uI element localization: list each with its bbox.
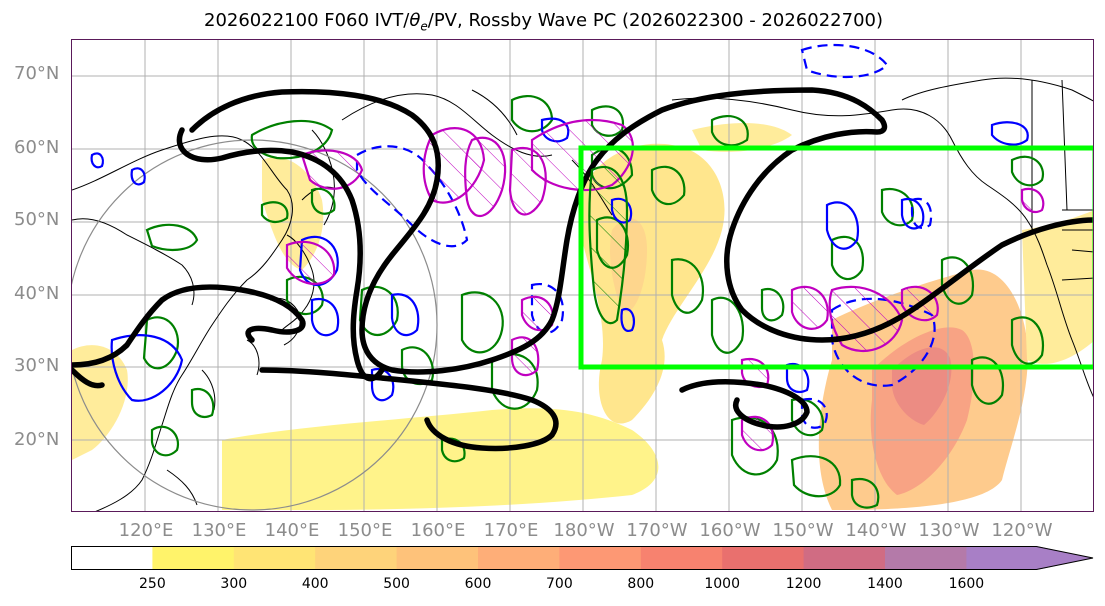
lat-label-60n: 60°N	[14, 137, 60, 158]
lon-label-130e: 130°E	[191, 520, 247, 541]
pv-contours	[72, 87, 1093, 452]
lon-label-160w: 160°W	[699, 520, 761, 541]
lat-label-70n: 70°N	[14, 63, 60, 84]
lon-label-180w: 180°W	[553, 520, 615, 541]
target-box	[578, 145, 1093, 370]
colorbar-segment	[152, 546, 235, 570]
lat-label-40n: 40°N	[14, 283, 60, 304]
blue-contours	[90, 117, 1029, 402]
colorbar-tick-label: 800	[627, 576, 655, 592]
lon-label-170e: 170°E	[483, 520, 539, 541]
colorbar-tick-label: 600	[464, 576, 492, 592]
colorbar-svg	[71, 546, 1094, 570]
lon-label-150e: 150°E	[337, 520, 393, 541]
lon-label-120e: 120°E	[118, 520, 174, 541]
colorbar-extend-arrow	[966, 546, 1093, 570]
lat-label-50n: 50°N	[14, 209, 60, 230]
lat-label-30n: 30°N	[14, 355, 60, 376]
colorbar-segment	[885, 546, 967, 570]
colorbar-segment	[396, 546, 479, 570]
colorbar-tick-label: 500	[383, 576, 410, 592]
colorbar-segment	[71, 546, 153, 570]
colorbar-tick-label: 250	[139, 576, 166, 592]
chart-title: 2026022100 F060 IVT/θe/PV, Rossby Wave P…	[204, 10, 884, 34]
lon-label-140w: 140°W	[845, 520, 907, 541]
colorbar-segment	[315, 546, 398, 570]
colorbar-segment	[478, 546, 560, 570]
green-hatched-region	[588, 165, 629, 325]
colorbar-segment	[559, 546, 642, 570]
lat-label-20n: 20°N	[14, 429, 60, 450]
lon-label-140e: 140°E	[264, 520, 320, 541]
colorbar-tick-label: 300	[220, 576, 248, 592]
colorbar-segment	[233, 546, 316, 570]
colorbar	[71, 546, 1094, 570]
colorbar-tick-label: 700	[546, 576, 573, 592]
colorbar-segment	[640, 546, 723, 570]
lon-label-130w: 130°W	[918, 520, 980, 541]
colorbar-tick-label: 1400	[867, 576, 903, 592]
colorbar-segment	[803, 546, 886, 570]
colorbar-tick-label: 1000	[704, 576, 741, 592]
lon-label-150w: 150°W	[772, 520, 834, 541]
title-bar: 2026022100 F060 IVT/θe/PV, Rossby Wave P…	[0, 0, 1105, 36]
lon-label-120w: 120°W	[991, 520, 1053, 541]
colorbar-segment	[722, 546, 805, 570]
map-canvas	[72, 40, 1093, 511]
green-contours	[142, 95, 1045, 509]
map-panel	[71, 39, 1094, 512]
colorbar-tick-label: 1600	[948, 576, 985, 592]
lon-label-170w: 170°W	[626, 520, 688, 541]
colorbar-outline	[71, 546, 1094, 570]
colorbar-tick-label: 400	[301, 576, 329, 592]
lon-label-160e: 160°E	[410, 520, 466, 541]
colorbar-tick-label: 1200	[785, 576, 822, 592]
